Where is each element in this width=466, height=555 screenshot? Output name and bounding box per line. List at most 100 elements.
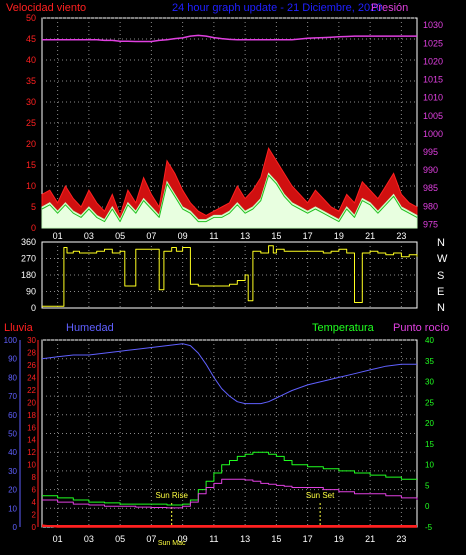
x-tick-label: 21 [365, 231, 375, 241]
rain-tick-label: 26 [27, 361, 36, 370]
humidity-tick-label: 60 [8, 411, 17, 420]
y-left-tick-label: 0 [31, 223, 36, 233]
y-right-tick-label: 1030 [423, 20, 443, 30]
humidity-tick-label: 70 [8, 392, 17, 401]
x-tick-label: 15 [271, 534, 281, 544]
sun-event-label: Sun Rise [155, 491, 188, 500]
y-right-tick-label: 990 [423, 165, 438, 175]
y-right-tick-label: 975 [423, 219, 438, 229]
x-tick-label: 21 [365, 534, 375, 544]
rain-tick-label: 14 [27, 436, 36, 445]
direction-label: S [437, 270, 444, 282]
y-left-tick-label: 5 [31, 202, 36, 212]
direction-label: N [437, 302, 445, 314]
direction-label: E [437, 286, 444, 298]
x-tick-label: 11 [209, 231, 218, 241]
humidity-tick-label: 50 [8, 430, 17, 439]
y-right-tick-label: 985 [423, 183, 438, 193]
rain-tick-label: 12 [27, 448, 36, 457]
x-tick-label: 03 [84, 534, 94, 544]
legend-entry: 24 hour graph update - 21 Diciembre, 202… [172, 2, 382, 14]
x-tick-label: 09 [178, 534, 188, 544]
sun-event-label: Sun Mac [158, 540, 186, 547]
humidity-tick-label: 100 [4, 336, 18, 345]
x-tick-label: 01 [53, 534, 63, 544]
temperature-tick-label: 40 [425, 336, 434, 345]
pressure-line [42, 34, 417, 43]
y-left-tick-label: 40 [26, 55, 36, 65]
direction-label: N [437, 237, 445, 249]
temperature-tick-label: -5 [425, 523, 433, 532]
rain-tick-label: 16 [27, 423, 36, 432]
x-tick-label: 19 [334, 231, 344, 241]
y-left-tick-label: 30 [26, 97, 36, 107]
x-tick-label: 07 [146, 231, 156, 241]
x-tick-label: 17 [303, 534, 313, 544]
temperature-tick-label: 25 [425, 398, 434, 407]
rain-tick-label: 0 [32, 523, 37, 532]
humidity-temperature-chart: Lluvia Humedad Temperatura Punto rocío01020… [4, 322, 450, 547]
rain-tick-label: 4 [32, 498, 37, 507]
rain-tick-label: 10 [27, 461, 36, 470]
temperature-tick-label: 15 [425, 440, 434, 449]
y-left-tick-label: 20 [26, 139, 36, 149]
temperature-tick-label: 35 [425, 357, 434, 366]
y-left-tick-label: 25 [26, 118, 36, 128]
humidity-tick-label: 80 [8, 373, 17, 382]
y-left-tick-label: 35 [26, 76, 36, 86]
rain-tick-label: 24 [27, 373, 36, 382]
x-tick-label: 11 [209, 534, 218, 544]
legend-entry: Punto rocío [393, 322, 449, 334]
humidity-tick-label: 30 [8, 467, 17, 476]
y-left-tick-label: 360 [21, 237, 36, 247]
y-right-tick-label: 1010 [423, 93, 443, 103]
sun-event-label: Sun Set [306, 491, 335, 500]
x-tick-label: 05 [115, 231, 125, 241]
x-tick-label: 07 [146, 534, 156, 544]
rain-tick-label: 6 [32, 486, 37, 495]
humidity-tick-label: 40 [8, 448, 17, 457]
wind-pressure-chart: Velocidad viento 24 hour graph update - 2… [6, 2, 443, 241]
temperature-line [42, 451, 417, 506]
y-right-tick-label: 1025 [423, 38, 443, 48]
x-tick-label: 17 [303, 231, 313, 241]
y-left-tick-label: 15 [26, 160, 36, 170]
wind-average-area [41, 172, 418, 229]
x-tick-label: 05 [115, 534, 125, 544]
y-right-tick-label: 980 [423, 201, 438, 211]
rain-tick-label: 8 [32, 473, 37, 482]
y-left-tick-label: 0 [31, 303, 36, 313]
humidity-line [41, 343, 417, 405]
x-tick-label: 09 [178, 231, 188, 241]
direction-label: W [437, 253, 448, 265]
wind-gust-area [41, 146, 418, 229]
y-left-tick-label: 50 [26, 13, 36, 23]
humidity-tick-label: 0 [13, 523, 18, 532]
rain-tick-label: 30 [27, 336, 36, 345]
x-tick-label: 01 [53, 231, 63, 241]
y-right-tick-label: 1015 [423, 75, 443, 85]
x-tick-label: 23 [396, 231, 406, 241]
legend-entry: Velocidad viento [6, 2, 86, 14]
humidity-tick-label: 20 [8, 486, 17, 495]
wind-trend-line [41, 174, 418, 223]
humidity-tick-label: 10 [8, 504, 17, 513]
rain-tick-label: 18 [27, 411, 36, 420]
rain-tick-label: 20 [27, 398, 36, 407]
y-left-tick-label: 180 [21, 270, 36, 280]
temperature-tick-label: 30 [425, 378, 434, 387]
legend-entry: Presión [371, 2, 408, 14]
rain-tick-label: 22 [27, 386, 36, 395]
legend-entry: Temperatura [312, 322, 375, 334]
rain-tick-label: 2 [32, 511, 37, 520]
y-right-tick-label: 1020 [423, 56, 443, 66]
y-left-tick-label: 90 [26, 287, 36, 297]
temperature-tick-label: 0 [425, 502, 430, 511]
x-tick-label: 03 [84, 231, 94, 241]
wind-direction-line [42, 245, 418, 307]
x-tick-label: 19 [334, 534, 344, 544]
humidity-tick-label: 90 [8, 355, 17, 364]
y-right-tick-label: 1005 [423, 111, 443, 121]
